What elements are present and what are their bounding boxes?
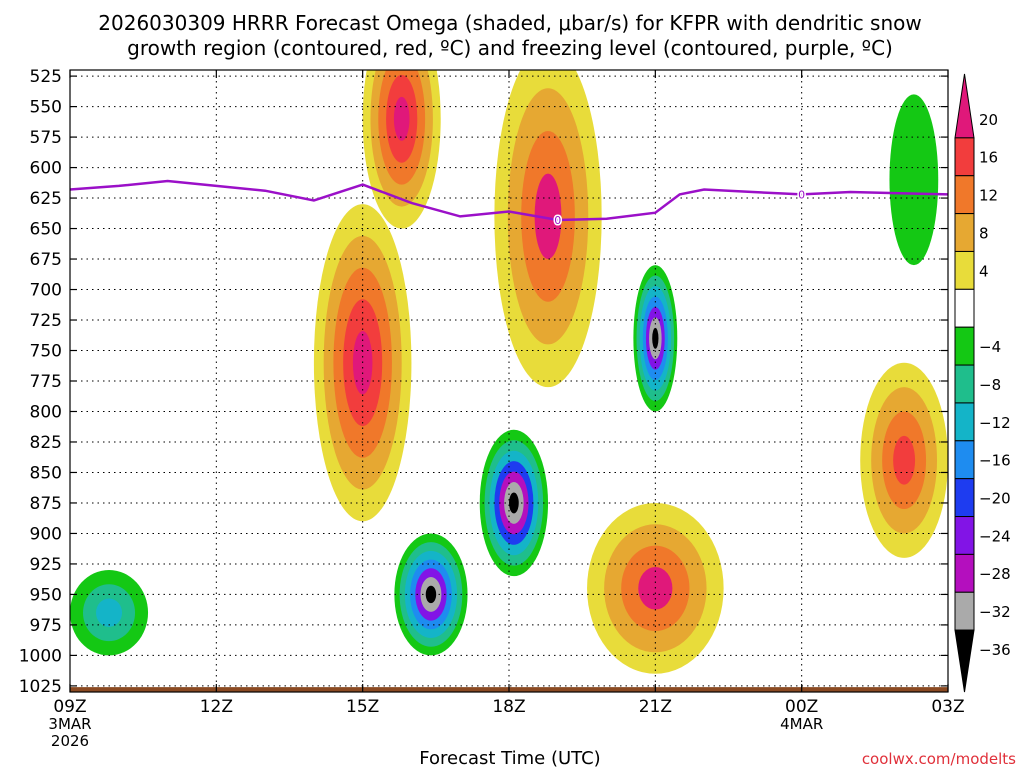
y-tick-label: 625 (30, 189, 62, 209)
x-axis-label: Forecast Time (UTC) (419, 748, 600, 768)
colorbar-label: −24 (979, 527, 1011, 545)
colorbar-label: −16 (979, 452, 1011, 470)
x-tick-label: 03Z (931, 697, 964, 717)
omega-feature-ascent-02z-upper (889, 94, 939, 266)
colorbar-label: −28 (979, 565, 1011, 583)
omega-feature-descent-1530z-upper (362, 70, 441, 229)
omega-feature-descent-02z (860, 362, 948, 558)
chart-title-line-1: 2026030309 HRRR Forecast Omega (shaded, … (98, 11, 921, 35)
omega-shading (70, 70, 948, 674)
omega-contour-band (96, 598, 123, 627)
y-tick-label: 550 (30, 98, 62, 118)
omega-feature-descent-column-1830z (494, 70, 602, 388)
colorbar-swatch (954, 402, 975, 442)
omega-contour-band (893, 435, 916, 485)
colorbar-label: −8 (979, 376, 1001, 394)
y-tick-label: 575 (30, 128, 62, 148)
freezing-level-label: 0 (798, 188, 805, 201)
colorbar-swatch (954, 478, 975, 518)
colorbar-top-arrow (954, 73, 975, 139)
colorbar-swatch (954, 364, 975, 404)
colorbar-label: −20 (979, 489, 1011, 507)
colorbar-bottom-arrow (954, 629, 975, 693)
y-tick-label: 825 (30, 433, 62, 453)
colorbar-swatch (954, 591, 975, 631)
credit-link[interactable]: coolwx.com/modelts (862, 750, 1016, 768)
y-tick-label: 875 (30, 494, 62, 514)
y-tick-label: 1000 (19, 646, 62, 666)
omega-feature-ascent-core-21z (633, 265, 678, 412)
colorbar-swatch (954, 288, 975, 328)
colorbar-swatch (954, 175, 975, 215)
y-tick-label: 950 (30, 585, 62, 605)
omega-contour-band (393, 96, 410, 141)
chart-title-line-2: growth region (contoured, red, ºC) and f… (127, 36, 893, 60)
x-tick-label: 09Z (53, 697, 86, 717)
y-tick-label: 800 (30, 402, 62, 422)
colorbar-swatch (954, 553, 975, 593)
freezing-level-contour: 00 (69, 179, 949, 229)
omega-feature-ascent-core-16z (394, 533, 468, 656)
y-tick-label: 700 (30, 281, 62, 301)
colorbar-label: 16 (979, 149, 998, 167)
y-tick-label: 750 (30, 342, 62, 362)
colorbar-swatch (954, 326, 975, 366)
colorbar-label: 20 (979, 111, 998, 129)
y-tick-label: 525 (30, 67, 62, 87)
omega-colorbar: 20 16 12 8 4 −4 −8 −12 −16 −20 −24 −28 −32 −36 (954, 73, 1011, 693)
y-axis-pressure: 525 550 575 600 625 650 675 700 725 750 775 800 825 8… (19, 67, 948, 697)
colorbar-swatch (954, 516, 975, 555)
x-tick-year: 2026 (51, 732, 89, 750)
colorbar-label: −36 (979, 641, 1011, 659)
y-tick-label: 675 (30, 250, 62, 270)
x-tick-label: 15Z (346, 697, 379, 717)
colorbar-swatch (954, 440, 975, 480)
y-tick-label: 1025 (19, 677, 62, 697)
freezing-level-line (69, 179, 949, 222)
x-tick-label: 12Z (200, 697, 233, 717)
y-tick-label: 850 (30, 463, 62, 483)
colorbar-swatch (954, 137, 975, 177)
freezing-level-label: 0 (554, 214, 561, 227)
omega-contour-band (652, 327, 659, 349)
colorbar-label: 8 (979, 224, 989, 242)
y-tick-label: 975 (30, 616, 62, 636)
gridlines (70, 70, 948, 692)
x-tick-date: 3MAR (48, 715, 91, 733)
y-tick-label: 775 (30, 372, 62, 392)
omega-contour-band (889, 94, 939, 266)
y-tick-label: 900 (30, 524, 62, 544)
x-tick-date: 4MAR (780, 715, 823, 733)
colorbar-swatch (954, 213, 975, 252)
omega-contour-band (509, 492, 519, 514)
colorbar-label: 12 (979, 187, 998, 205)
y-tick-label: 600 (30, 159, 62, 179)
y-tick-label: 725 (30, 311, 62, 331)
x-tick-label: 00Z (785, 697, 818, 717)
colorbar-swatch (954, 250, 975, 290)
colorbar-label: −12 (979, 414, 1011, 432)
omega-contour-band (425, 585, 437, 604)
omega-contour-band (534, 173, 562, 260)
omega-feature-ascent-core-18z (479, 429, 549, 577)
x-tick-label: 18Z (492, 697, 525, 717)
y-tick-label: 925 (30, 555, 62, 575)
colorbar-label: −32 (979, 603, 1011, 621)
colorbar-label: 4 (979, 262, 989, 280)
colorbar-label: −4 (979, 338, 1001, 356)
y-tick-label: 650 (30, 220, 62, 240)
x-tick-label: 21Z (639, 697, 672, 717)
omega-feature-ascent-10z (70, 570, 149, 656)
